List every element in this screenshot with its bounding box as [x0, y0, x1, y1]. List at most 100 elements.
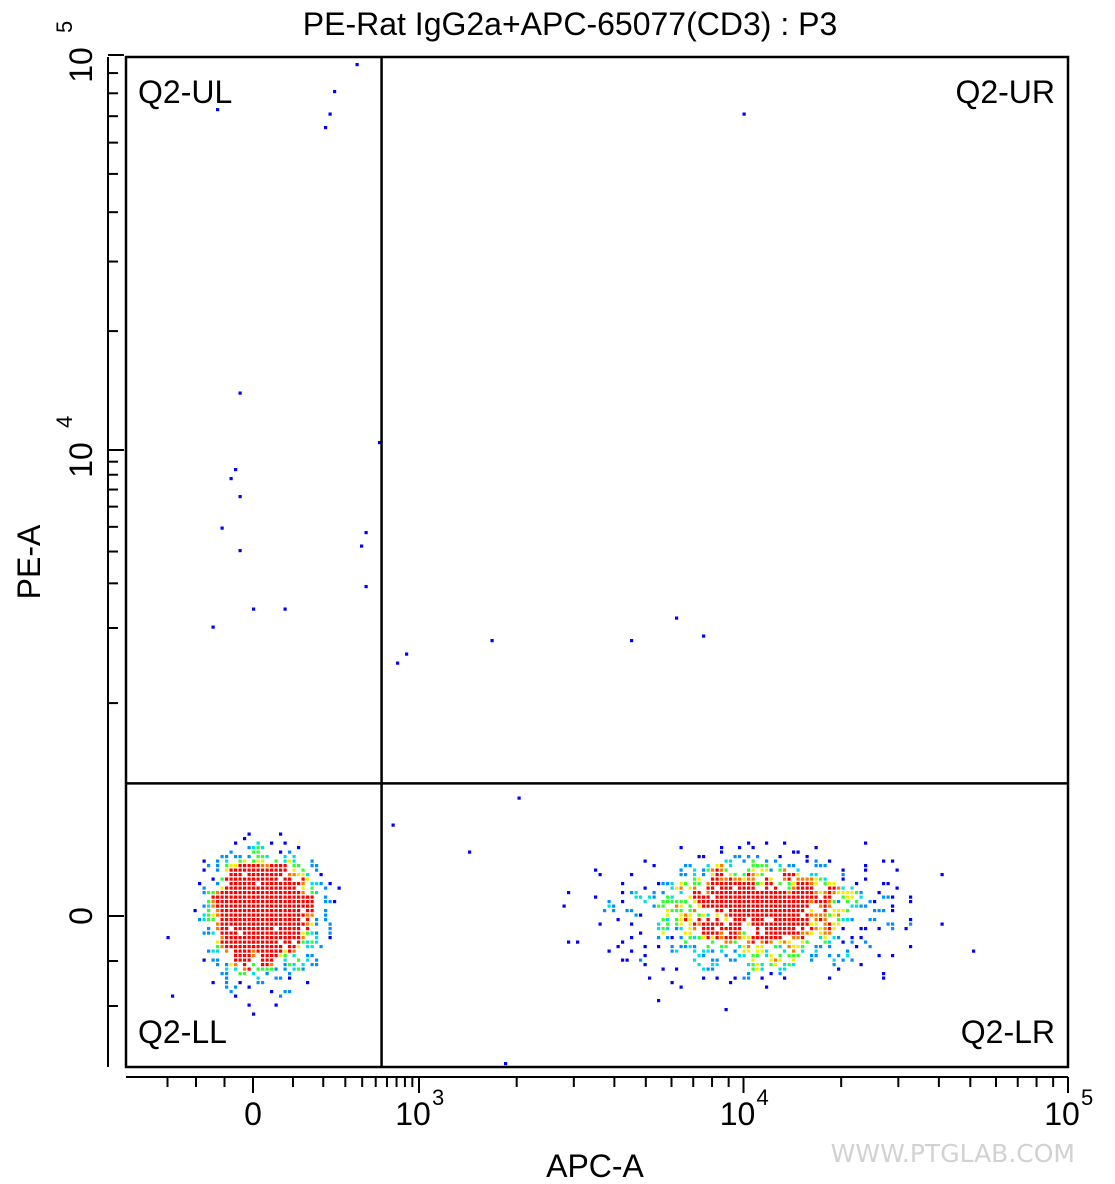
event-dot — [765, 936, 769, 940]
event-dot — [733, 877, 737, 881]
event-dot — [319, 873, 323, 877]
event-dot — [715, 958, 719, 962]
event-dot — [220, 913, 224, 917]
event-dot — [774, 922, 778, 926]
event-dot — [720, 945, 724, 949]
event-dot — [247, 936, 251, 940]
event-dot — [792, 873, 796, 877]
event-dot — [796, 882, 800, 886]
event-dot — [850, 940, 854, 944]
event-dot — [576, 940, 580, 944]
event-dot — [288, 913, 292, 917]
event-dot — [315, 864, 319, 868]
event-dot — [778, 882, 782, 886]
event-dot — [751, 936, 755, 940]
event-dot — [796, 877, 800, 881]
event-dot — [756, 963, 760, 967]
event-dot — [666, 913, 670, 917]
event-dot — [274, 922, 278, 926]
event-dot — [283, 913, 287, 917]
event-dot — [904, 927, 908, 931]
event-dot — [261, 936, 265, 940]
event-dot — [274, 886, 278, 890]
event-dot — [252, 846, 256, 850]
event-dot — [697, 918, 701, 922]
event-dot — [238, 900, 242, 904]
event-dot — [810, 913, 814, 917]
event-dot — [684, 918, 688, 922]
event-dot — [697, 891, 701, 895]
event-dot — [769, 936, 773, 940]
event-dot — [225, 922, 229, 926]
event-dot — [211, 918, 215, 922]
x-tick-exponent: 5 — [1081, 1085, 1093, 1110]
event-dot — [706, 886, 710, 890]
event-dot — [283, 931, 287, 935]
event-dot — [238, 904, 242, 908]
event-dot — [256, 868, 260, 872]
event-dot — [630, 909, 634, 913]
event-dot — [211, 625, 215, 629]
event-dot — [243, 927, 247, 931]
event-dot — [693, 900, 697, 904]
event-dot — [504, 1062, 508, 1066]
event-dot — [873, 918, 877, 922]
event-dot — [684, 873, 688, 877]
event-dot — [274, 868, 278, 872]
event-dot — [301, 886, 305, 890]
event-dot — [742, 882, 746, 886]
event-dot — [261, 900, 265, 904]
event-dot — [747, 895, 751, 899]
event-dot — [706, 949, 710, 953]
event-dot — [810, 931, 814, 935]
event-dot — [909, 900, 913, 904]
event-dot — [729, 936, 733, 940]
event-dot — [720, 886, 724, 890]
event-dot — [229, 990, 233, 994]
event-dot — [769, 922, 773, 926]
event-dot — [765, 859, 769, 863]
event-dot — [684, 931, 688, 935]
event-dot — [243, 900, 247, 904]
event-dot — [234, 945, 238, 949]
event-dot — [765, 882, 769, 886]
event-dot — [256, 976, 260, 980]
y-axis: 0 10 4 10 5 — [52, 21, 124, 1067]
event-dot — [238, 949, 242, 953]
event-dot — [760, 976, 764, 980]
event-dot — [283, 967, 287, 971]
event-dot — [864, 864, 868, 868]
event-dot — [234, 886, 238, 890]
event-dot — [256, 931, 260, 935]
event-dot — [783, 949, 787, 953]
event-dot — [760, 909, 764, 913]
event-dot — [864, 877, 868, 881]
event-dot — [261, 882, 265, 886]
event-dot — [783, 877, 787, 881]
event-dot — [769, 882, 773, 886]
x-tick-exponent: 4 — [757, 1085, 769, 1110]
event-dot — [720, 846, 724, 850]
event-dot — [706, 882, 710, 886]
event-dot — [247, 922, 251, 926]
event-dot — [720, 936, 724, 940]
event-dot — [243, 922, 247, 926]
event-dot — [265, 922, 269, 926]
event-dot — [202, 891, 206, 895]
event-dot — [729, 877, 733, 881]
event-dot — [229, 882, 233, 886]
event-dot — [288, 882, 292, 886]
event-dot — [810, 958, 814, 962]
event-dot — [238, 981, 242, 985]
event-dot — [247, 846, 251, 850]
event-dot — [256, 873, 260, 877]
event-dot — [729, 909, 733, 913]
event-dot — [274, 900, 278, 904]
event-dot — [810, 877, 814, 881]
event-dot — [594, 895, 598, 899]
event-dot — [742, 886, 746, 890]
event-dot — [774, 945, 778, 949]
event-dot — [598, 922, 602, 926]
event-dot — [787, 922, 791, 926]
event-dot — [751, 954, 755, 958]
